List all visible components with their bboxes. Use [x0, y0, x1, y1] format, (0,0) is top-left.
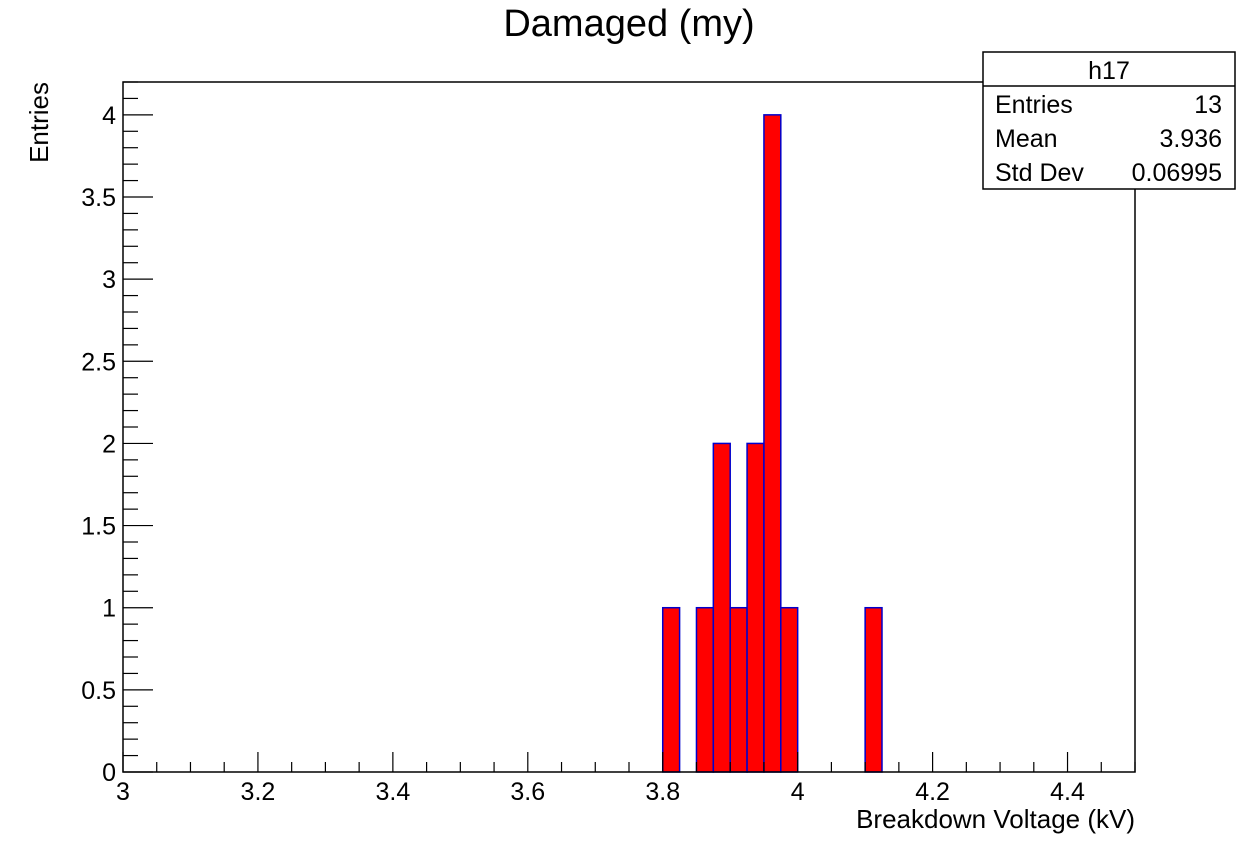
y-tick-label: 3 — [102, 266, 116, 294]
y-tick-label: 2.5 — [81, 348, 116, 376]
histogram-bar — [695, 606, 715, 773]
x-axis-label: Breakdown Voltage (kV) — [856, 804, 1135, 834]
histogram-bar — [746, 442, 765, 773]
stats-mean-value: 3.936 — [1159, 125, 1222, 153]
histogram-bar — [864, 606, 883, 773]
y-tick-label: 1 — [102, 595, 116, 623]
histogram-bars — [661, 114, 883, 773]
x-tick-label: 3 — [116, 778, 130, 806]
stats-box-frame — [982, 51, 1236, 190]
y-tick-label: 1.5 — [81, 513, 116, 541]
y-tick-label: 0.5 — [81, 677, 116, 705]
histogram-bar — [661, 606, 681, 773]
y-tick-label: 4 — [102, 102, 116, 130]
y-axis-label: Entries — [24, 82, 54, 163]
stats-stddev-label: Std Dev — [995, 159, 1084, 187]
y-tick-label: 0 — [102, 759, 116, 787]
x-tick-label: 3.4 — [375, 778, 410, 806]
histogram-bar — [712, 442, 731, 773]
x-tick-label: 3.2 — [241, 778, 276, 806]
histogram-bar — [729, 606, 748, 773]
histogram-bar — [780, 606, 799, 773]
y-axis-ticks: 0 0.5 1 1.5 2 2.5 3 3.5 4 — [81, 81, 153, 787]
chart-title: Damaged (my) — [503, 3, 754, 45]
stats-mean-label: Mean — [995, 125, 1058, 153]
x-tick-label: 4.4 — [1050, 778, 1085, 806]
y-tick-label: 3.5 — [81, 184, 116, 212]
x-tick-label: 3.6 — [510, 778, 545, 806]
y-tick-label: 2 — [102, 430, 116, 458]
stats-entries-label: Entries — [995, 91, 1073, 119]
stats-box-name: h17 — [1088, 57, 1130, 85]
x-tick-label: 4 — [791, 778, 805, 806]
x-tick-label: 3.8 — [645, 778, 680, 806]
stats-entries-value: 13 — [1194, 91, 1222, 119]
stats-box: h17 Entries 13 Mean 3.936 Std Dev 0.0699… — [982, 51, 1236, 190]
x-tick-label: 4.2 — [915, 778, 950, 806]
stats-stddev-value: 0.06995 — [1132, 159, 1222, 187]
x-axis-ticks: 3 3.2 3.4 3.6 3.8 4 4.2 4.4 — [116, 752, 1136, 806]
histogram-bar — [763, 114, 782, 773]
